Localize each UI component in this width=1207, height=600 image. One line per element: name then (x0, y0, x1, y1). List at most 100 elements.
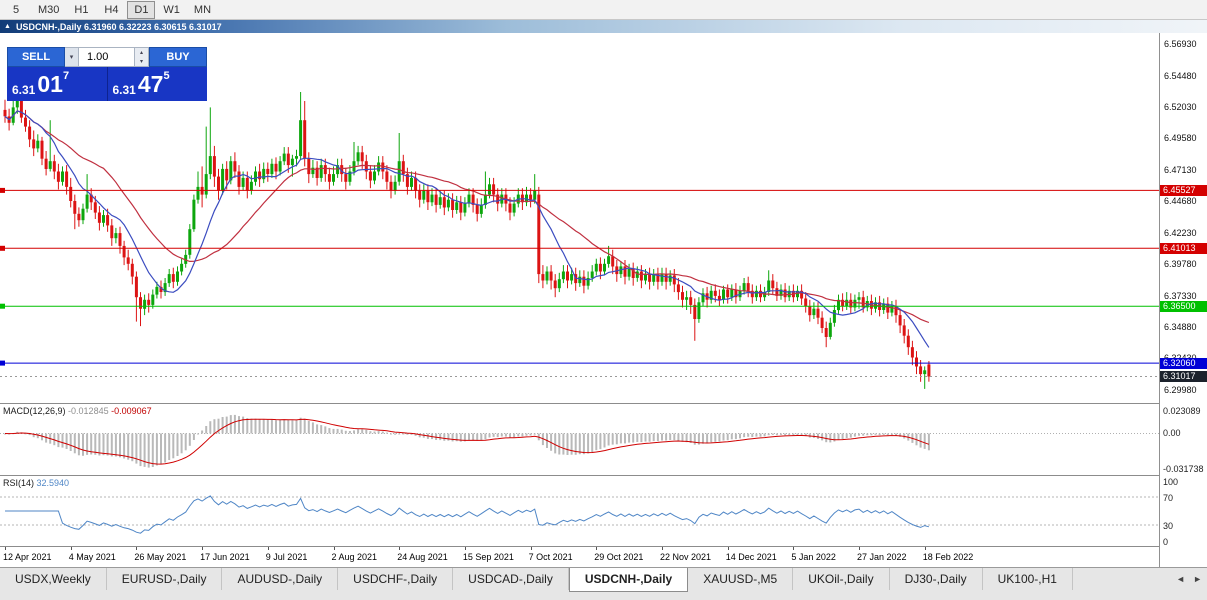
chart-tab-dj30-daily[interactable]: DJ30-,Daily (890, 568, 983, 590)
price-divider (106, 67, 108, 101)
time-tick-label: 5 Jan 2022 (791, 552, 836, 562)
time-tick-label: 22 Nov 2021 (660, 552, 712, 562)
main-chart-canvas[interactable]: SELL ▾ 1.00 ▴ ▾ BUY 6.31 01 7 6.31 47 5 (0, 33, 1159, 403)
chart-tab-bar: USDX,Weekly EURUSD-,Daily AUDUSD-,Daily USD… (0, 567, 1207, 600)
time-tick (662, 547, 663, 550)
candlestick-plot[interactable] (0, 33, 1159, 403)
price-tick-label: 6.39780 (1164, 259, 1197, 270)
time-tick (596, 547, 598, 550)
time-tick-label: 12 Apr 2021 (3, 552, 52, 562)
macd-plot[interactable] (0, 404, 1159, 475)
chart-tab-uk100-h1[interactable]: UK100-,H1 (983, 568, 1073, 590)
time-tick-label: 2 Aug 2021 (331, 552, 378, 562)
time-tick-label: 18 Feb 2022 (922, 552, 974, 562)
rsi-plot[interactable] (0, 476, 1159, 546)
price-tick-label: 6.47130 (1164, 164, 1197, 175)
buy-button[interactable]: BUY (149, 47, 207, 67)
level-price-badge: 6.45527 (1160, 185, 1207, 197)
macd-axis-label: 0.00 (1163, 428, 1181, 439)
time-tick (530, 547, 532, 550)
panel-separator[interactable] (0, 403, 1207, 404)
price-tick-label: 6.52030 (1164, 102, 1197, 112)
tab-scroll-left-button[interactable]: ◄ (1176, 574, 1186, 584)
rsi-axis-label: 0 (1163, 537, 1169, 547)
rsi-name: RSI(14) (3, 478, 35, 488)
price-tick-label: 6.44680 (1164, 196, 1197, 207)
macd-axis-label: 0.023089 (1163, 406, 1201, 416)
one-click-trade-panel: SELL ▾ 1.00 ▴ ▾ BUY 6.31 01 7 6.31 47 5 (7, 47, 207, 101)
chart-tab-eurusd-daily[interactable]: EURUSD-,Daily (107, 568, 223, 590)
price-tick-label: 6.56930 (1164, 39, 1197, 50)
volume-dropdown-button[interactable]: ▾ (65, 47, 79, 67)
time-tick-label: 9 Jul 2021 (265, 552, 308, 562)
timeframe-button-m30[interactable]: M30 (38, 3, 60, 16)
time-tick (267, 547, 269, 550)
chart-titlebar[interactable]: ▲ USDCNH-,Daily 6.31960 6.32223 6.30615 … (0, 20, 1207, 33)
time-tick (202, 547, 204, 550)
panel-separator[interactable] (0, 475, 1207, 476)
time-tick (136, 547, 138, 550)
volume-input[interactable]: 1.00 (79, 47, 135, 67)
chart-tabs: USDX,Weekly EURUSD-,Daily AUDUSD-,Daily USD… (0, 568, 1207, 592)
rsi-value: 32.5940 (36, 478, 70, 488)
chart-tab-xauusd-m5[interactable]: XAUUSD-,M5 (688, 568, 794, 590)
chart-tab-usdcad-daily[interactable]: USDCAD-,Daily (453, 568, 569, 590)
chart-tab-ukoil-daily[interactable]: UKOil-,Daily (793, 568, 890, 590)
macd-axis-label: -0.031738 (1163, 464, 1204, 474)
volume-up-button[interactable]: ▴ (135, 48, 148, 57)
time-tick-label: 26 May 2021 (134, 552, 187, 562)
chart-tab-audusd-daily[interactable]: AUDUSD-,Daily (222, 568, 339, 590)
volume-down-button[interactable]: ▾ (135, 57, 148, 66)
chart-tab-usdcnh-daily[interactable]: USDCNH-,Daily (568, 568, 689, 592)
rsi-axis-label: 100 (1163, 477, 1179, 487)
timeframe-toolbar: 5 M30 H1 H4 D1 W1 MN (0, 0, 1207, 20)
macd-name: MACD(12,26,9) (3, 406, 66, 416)
time-tick (464, 547, 466, 550)
time-tick (924, 547, 926, 550)
bid-price-badge: 6.31017 (1160, 371, 1207, 383)
level-price-badge: 6.32060 (1160, 358, 1207, 370)
timeframe-button-w1[interactable]: W1 (163, 3, 180, 16)
buy-price-big: 47 (137, 71, 164, 97)
sell-price-sup: 7 (62, 70, 70, 82)
macd-label: MACD(12,26,9) -0.012845 -0.009067 (3, 406, 152, 416)
timeframe-button-h4[interactable]: H4 (104, 3, 119, 16)
rsi-label: RSI(14) 32.5940 (3, 478, 69, 488)
time-tick-label: 29 Oct 2021 (594, 552, 644, 562)
time-tick-label: 24 Aug 2021 (397, 552, 448, 562)
panel-separator[interactable] (0, 546, 1207, 547)
sell-price-display: 6.31 01 7 (7, 67, 107, 101)
timeframe-button-d1[interactable]: D1 (127, 0, 156, 19)
price-tick-label: 6.34880 (1164, 321, 1197, 332)
price-axis[interactable]: 6.56930 6.54480 6.52030 6.49580 6.47130 6.446… (1159, 33, 1207, 567)
time-tick (859, 547, 860, 550)
rsi-panel[interactable]: RSI(14) 32.5940 (0, 476, 1159, 546)
timeframe-button-5[interactable]: 5 (12, 3, 20, 16)
price-display-bar: 6.31 01 7 6.31 47 5 (7, 67, 207, 101)
sell-button[interactable]: SELL (7, 47, 65, 67)
tab-scroll-right-button[interactable]: ► (1193, 574, 1202, 584)
timeframe-button-h1[interactable]: H1 (74, 3, 89, 16)
macd-value: -0.012845 (68, 406, 109, 416)
price-tick-label: 6.42230 (1164, 227, 1197, 238)
buy-price-sup: 5 (163, 70, 170, 82)
time-tick (399, 547, 401, 550)
time-tick-label: 7 Oct 2021 (528, 552, 573, 562)
chart-tab-usdx-weekly[interactable]: USDX,Weekly (0, 568, 107, 590)
time-tick (70, 547, 72, 550)
volume-stepper: ▴ ▾ (135, 47, 149, 67)
time-axis[interactable]: 12 Apr 2021 4 May 2021 26 May 2021 17 Jun 2… (0, 547, 1159, 567)
chart-tab-usdchf-daily[interactable]: USDCHF-,Daily (338, 568, 454, 590)
price-tick-label: 6.54480 (1164, 70, 1197, 81)
time-tick (727, 547, 729, 550)
price-tick-label: 6.49580 (1164, 133, 1197, 144)
time-tick (793, 547, 795, 550)
price-tick-label: 6.29980 (1164, 384, 1197, 395)
buy-price-prefix: 6.31 (112, 83, 136, 97)
macd-panel[interactable]: MACD(12,26,9) -0.012845 -0.009067 (0, 404, 1159, 475)
macd-signal-value: -0.009067 (111, 406, 152, 416)
time-tick-label: 15 Sep 2021 (462, 552, 514, 562)
timeframe-button-mn[interactable]: MN (193, 3, 212, 16)
rsi-axis-label: 30 (1163, 521, 1174, 531)
